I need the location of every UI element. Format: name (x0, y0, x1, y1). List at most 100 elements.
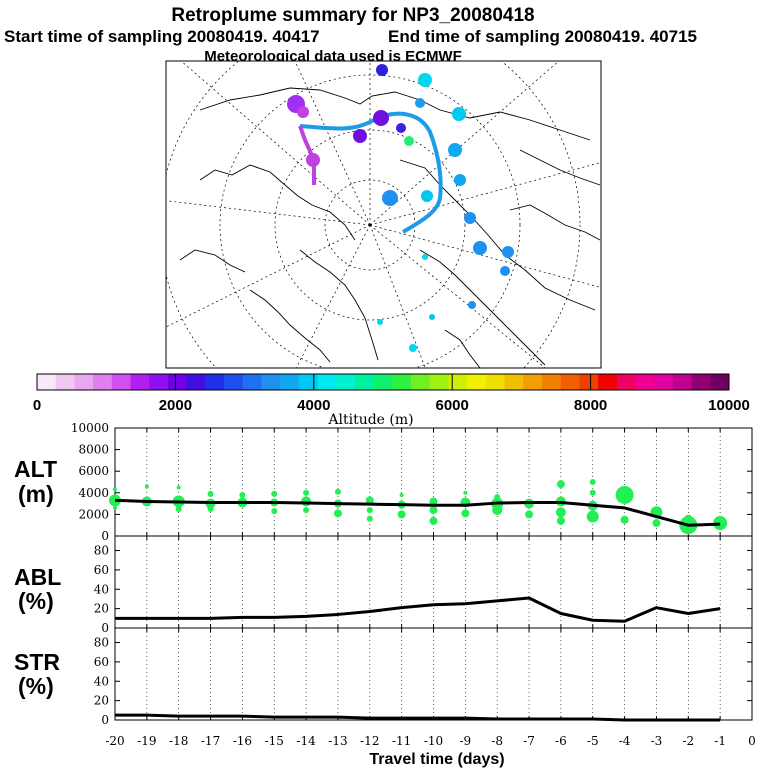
colorbar-label: Altitude (m) (327, 412, 413, 428)
y-tick-label: 4000 (78, 486, 109, 500)
altitude-scatter-point (620, 515, 629, 524)
altitude-scatter-point (494, 494, 501, 501)
altitude-scatter-point (713, 516, 728, 531)
x-tick-label: -3 (651, 734, 663, 748)
colorbar-segment (392, 374, 412, 390)
y-tick-label: 0 (101, 529, 109, 543)
x-tick-label: -8 (491, 734, 503, 748)
plume-marker (421, 190, 433, 202)
altitude-scatter-point (463, 490, 468, 495)
x-tick-label: -4 (619, 734, 631, 748)
abl-panel: 80 60 40 20 0 (94, 535, 753, 635)
str-label-line1: STR (14, 649, 60, 675)
plume-marker (306, 153, 320, 167)
altitude-scatter-point (366, 515, 373, 522)
plume-marker (468, 301, 476, 309)
colorbar-segment (710, 374, 730, 390)
colorbar-segment (167, 374, 188, 390)
x-axis-title: Travel time (days) (369, 751, 504, 768)
altitude-scatter-point (207, 490, 214, 497)
colorbar-segment (111, 374, 132, 390)
str-panel-frame (114, 627, 753, 721)
altitude-scatter-point (144, 484, 149, 489)
colorbar-segment (373, 374, 393, 390)
altitude-scatter-point (589, 489, 596, 496)
plume-marker (473, 241, 487, 255)
figure-title: Retroplume summary for NP3_20080418 (171, 5, 534, 26)
abl-label-line1: ABL (14, 564, 61, 590)
colorbar-segment (523, 374, 543, 390)
x-tick-label: -5 (587, 734, 599, 748)
colorbar-segment (485, 374, 506, 390)
altitude-scatter-point (333, 509, 342, 518)
colorbar-segment (691, 374, 711, 390)
x-tick-label: -7 (523, 734, 535, 748)
x-tick-label: -2 (682, 734, 694, 748)
colorbar-segment (654, 374, 674, 390)
x-tick-label: -19 (137, 734, 156, 748)
colorbar-segment (37, 374, 57, 390)
y-tick-label: 80 (94, 636, 109, 650)
plume-marker (373, 110, 389, 126)
map-coastlines (179, 87, 601, 368)
colorbar-segment (149, 374, 169, 390)
colorbar-segment (93, 374, 113, 390)
x-tick-label: -14 (296, 734, 316, 748)
colorbar-segment (598, 374, 618, 390)
colorbar-tick-label: 6000 (436, 397, 469, 414)
colorbar-segment (429, 374, 449, 390)
colorbar-segment (261, 374, 281, 390)
colorbar-segment (354, 374, 375, 390)
colorbar-segment (224, 374, 244, 390)
x-tick-label: -17 (201, 734, 220, 748)
altitude-scatter-point (555, 507, 566, 518)
map-graticule (166, 61, 601, 368)
colorbar-tick-label: 4000 (297, 397, 330, 414)
x-tick-label: -20 (105, 734, 124, 748)
colorbar-tick-label: 10000 (708, 397, 750, 414)
x-tick-label: -12 (360, 734, 379, 748)
plume-markers (287, 64, 514, 352)
plume-marker (422, 254, 428, 260)
altitude-colorbar (36, 373, 730, 391)
plume-marker (502, 246, 514, 258)
plume-marker (418, 73, 432, 87)
altitude-scatter-point (556, 480, 565, 489)
alt-panel: 10000 8000 6000 4000 2000 0 (71, 421, 753, 543)
series-line-mean-altitude (114, 498, 721, 527)
end-time-label: End time of sampling 20080419. 40715 (388, 27, 697, 46)
colorbar-tick-label: 2000 (159, 397, 192, 414)
colorbar-segment (280, 374, 300, 390)
y-tick-label: 10000 (71, 421, 109, 435)
altitude-scatter-point (303, 507, 310, 514)
altitude-scatter-point (525, 510, 534, 519)
y-tick-label: 60 (94, 563, 109, 577)
series-line-abl (115, 596, 721, 623)
colorbar-ticks: 0 2000 4000 6000 8000 10000 (33, 374, 750, 414)
plume-marker (429, 314, 435, 320)
colorbar-segment (560, 374, 580, 390)
y-tick-label: 20 (94, 602, 109, 616)
colorbar-segment (74, 374, 94, 390)
altitude-scatter-point (207, 506, 214, 512)
altitude-scatter-point (301, 496, 312, 507)
plume-marker (454, 174, 466, 186)
polar-map (165, 60, 602, 369)
abl-label-line2: (%) (18, 588, 54, 614)
x-tick-label: -11 (392, 734, 411, 748)
start-time-label: Start time of sampling 20080419. 40417 (4, 27, 320, 46)
plume-track-main (299, 111, 443, 234)
plume-marker (396, 123, 406, 133)
plume-marker (452, 107, 466, 121)
altitude-scatter-point (429, 516, 438, 525)
colorbar-segment (504, 374, 524, 390)
plume-marker (500, 266, 510, 276)
colorbar-segment (467, 374, 487, 390)
y-tick-label: 20 (94, 694, 109, 708)
colorbar-segment (186, 374, 206, 390)
plume-marker (382, 190, 398, 206)
x-axis: -20 -19 -18 -17 -16 -15 -14 -13 -12 -11 -10 -9 -8 -7-… (105, 734, 755, 748)
altitude-scatter-point (429, 497, 438, 506)
alt-label-line2: (m) (18, 481, 54, 507)
